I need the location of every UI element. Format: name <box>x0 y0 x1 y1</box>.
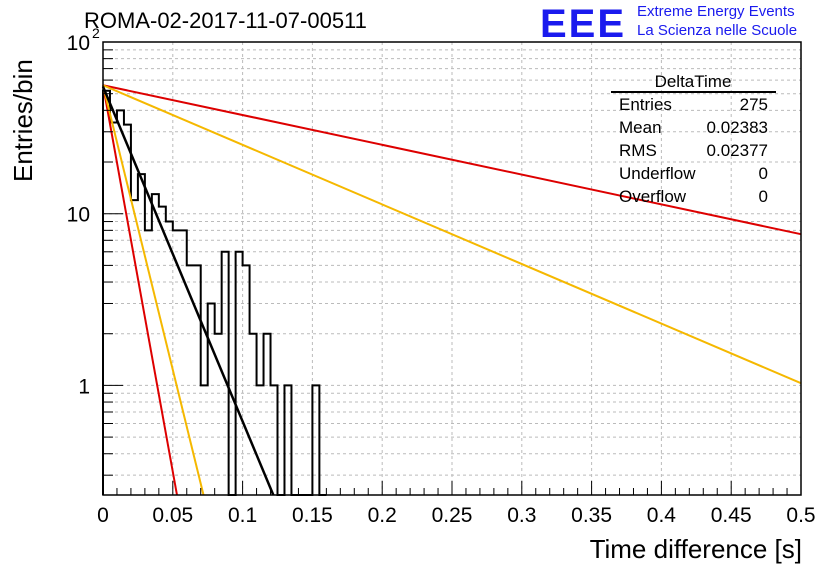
run-title: ROMA-02-2017-11-07-00511 <box>84 8 367 33</box>
x-tick-label: 0.1 <box>228 504 257 527</box>
x-tick-label: 0.25 <box>432 504 473 527</box>
stats-row-value: 0.02383 <box>707 118 768 137</box>
stats-row-value: 0 <box>759 164 768 183</box>
y-tick-exponent: 2 <box>92 25 100 41</box>
y-tick-label: 10 <box>67 204 90 227</box>
fit-line <box>102 84 802 385</box>
stats-row-label: Underflow <box>619 164 696 183</box>
stats-row-label: Mean <box>619 118 662 137</box>
x-axis-label: Time difference [s] <box>589 534 802 564</box>
histogram-outline <box>102 89 327 496</box>
stats-box: DeltaTime Entries 275 Mean 0.02383 RMS 0.02377… <box>611 72 776 206</box>
y-tick-label: 1 <box>78 375 90 398</box>
x-tick-label: 0.3 <box>507 504 536 527</box>
grid <box>103 42 801 495</box>
x-tick-label: 0.15 <box>292 504 333 527</box>
stats-row-value: 0.02377 <box>707 141 768 160</box>
fit-line <box>101 86 275 496</box>
eee-logo: EEE <box>540 2 627 46</box>
brand-line-1: Extreme Energy Events <box>637 3 795 20</box>
fit-line <box>102 85 178 496</box>
fit-line <box>102 84 205 496</box>
x-tick-label: 0.05 <box>152 504 193 527</box>
x-tick-label: 0.4 <box>647 504 677 527</box>
brand-line-2: La Scienza nelle Scuole <box>637 22 798 39</box>
x-tick-label: 0 <box>97 504 109 527</box>
y-tick-label: 10 <box>67 32 90 55</box>
x-tick-label: 0.35 <box>571 504 612 527</box>
stats-row-value: 275 <box>740 95 768 114</box>
stats-row-label: RMS <box>619 141 657 160</box>
x-tick-label: 0.5 <box>786 504 815 527</box>
axes: 0 0.05 0.1 0.15 0.2 0.25 0.3 0.35 0.4 0.45 0.5 1 10 1… <box>67 25 816 527</box>
y-axis-label: Entries/bin <box>8 59 38 182</box>
stats-row-value: 0 <box>759 187 768 206</box>
histogram <box>102 89 327 496</box>
x-tick-label: 0.45 <box>711 504 752 527</box>
stats-title: DeltaTime <box>655 72 732 91</box>
fit-lines <box>101 84 802 496</box>
x-tick-label: 0.2 <box>368 504 397 527</box>
fit-line <box>102 84 802 236</box>
stats-row-label: Entries <box>619 95 672 114</box>
stats-row-label: Overflow <box>619 187 687 206</box>
